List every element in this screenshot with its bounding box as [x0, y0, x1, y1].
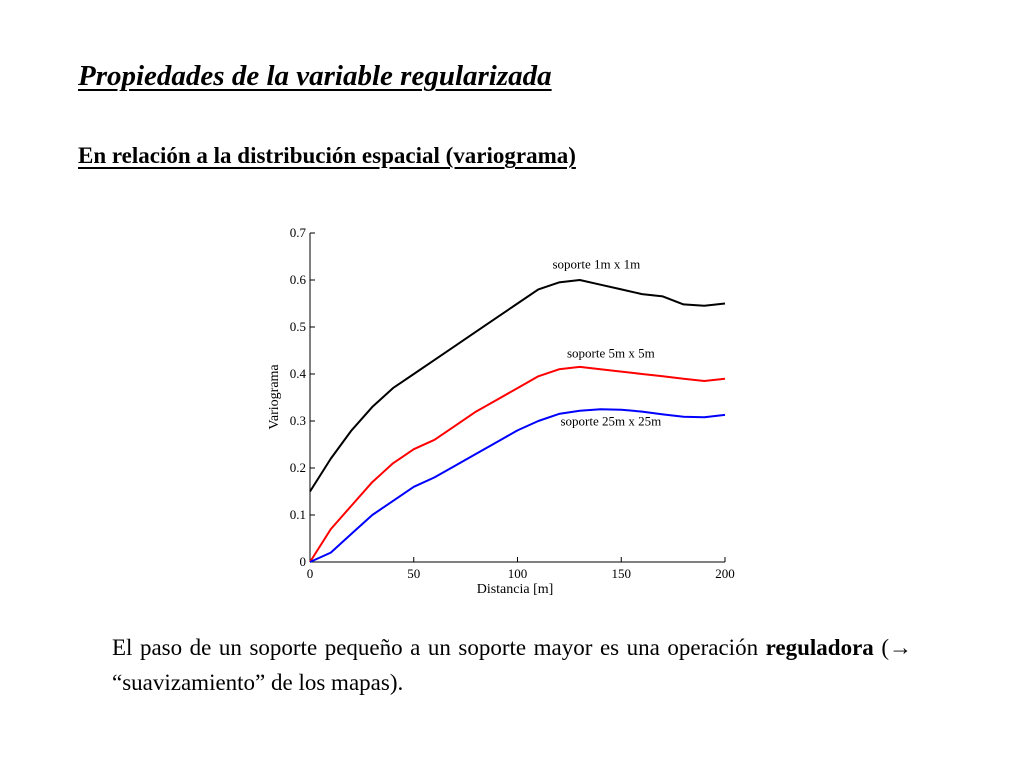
body-paren-open: ( [873, 635, 890, 660]
y-tick-label: 0.6 [290, 272, 307, 287]
y-tick-label: 0.4 [290, 366, 307, 381]
series-label: soporte 1m x 1m [552, 256, 640, 271]
slide-title: Propiedades de la variable regularizada [78, 60, 552, 92]
tick-group: 0 50 100 150 200 0 0.1 0.2 0.3 0.4 0.5 0.6 0.7 [290, 225, 735, 581]
series-group [309, 279, 726, 563]
body-bold-word: reguladora [765, 635, 874, 660]
body-paragraph: El paso de un soporte pequeño a un sopor… [112, 630, 912, 700]
y-tick-label: 0 [300, 554, 307, 569]
x-tick-label: 150 [612, 566, 632, 581]
series-label: soporte 5m x 5m [567, 346, 655, 361]
y-axis-label: Variograma [267, 364, 282, 430]
x-tick-label: 200 [715, 566, 735, 581]
series-label: soporte 25m x 25m [561, 414, 662, 429]
y-tick-label: 0.1 [290, 507, 306, 522]
x-tick-label: 100 [508, 566, 528, 581]
variogram-chart: 0 50 100 150 200 0 0.1 0.2 0.3 0.4 0.5 0.6 0.7 sopor… [267, 225, 735, 597]
y-tick-label: 0.7 [290, 225, 307, 240]
series-line [309, 408, 726, 563]
body-line-1: El paso de un soporte pequeño a un sopor… [112, 635, 759, 660]
x-axis-label: Distancia [m] [477, 582, 554, 597]
y-tick-label: 0.3 [290, 413, 306, 428]
slide-subtitle: En relación a la distribución espacial (… [78, 143, 576, 168]
y-tick-label: 0.5 [290, 319, 306, 334]
plot-frame-group [309, 233, 725, 563]
series-label-group: soporte 1m x 1m soporte 5m x 5m soporte 25… [552, 256, 661, 428]
arrow-icon: → [889, 635, 913, 660]
series-line [309, 279, 726, 493]
body-rest: “suavizamiento” de los mapas). [112, 670, 404, 695]
series-line [309, 365, 726, 563]
x-tick-label: 0 [307, 566, 314, 581]
x-tick-label: 50 [407, 566, 420, 581]
y-tick-label: 0.2 [290, 460, 306, 475]
